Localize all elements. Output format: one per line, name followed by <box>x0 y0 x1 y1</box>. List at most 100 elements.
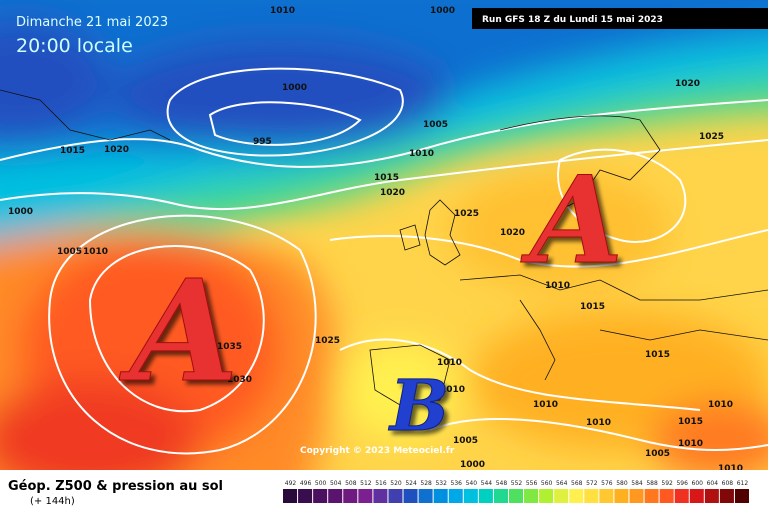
isobar-label: 1000 <box>460 460 485 470</box>
isobar-label: 1035 <box>217 342 242 352</box>
scale-label: 572 <box>586 480 598 487</box>
scale-swatch <box>403 489 418 503</box>
run-box <box>472 8 768 29</box>
scale-swatch <box>719 489 734 503</box>
scale-swatch <box>689 489 704 503</box>
scale-label: 564 <box>556 480 568 487</box>
scale-swatch <box>599 489 614 503</box>
isobar-label: 1025 <box>315 336 340 346</box>
isobar-label: 1010 <box>437 358 462 368</box>
scale-label: 600 <box>692 480 704 487</box>
scale-label: 536 <box>451 480 463 487</box>
scale-swatch <box>313 489 328 503</box>
footer-lead: (+ 144h) <box>30 496 75 507</box>
scale-swatch <box>659 489 674 503</box>
scale-swatch <box>629 489 644 503</box>
isobar-label: 1010 <box>533 400 558 410</box>
scale-swatch <box>298 489 313 503</box>
scale-label: 524 <box>405 480 417 487</box>
high-center: A <box>520 150 623 291</box>
scale-swatch <box>674 489 689 503</box>
scale-label: 504 <box>330 480 342 487</box>
scale-label: 540 <box>466 480 478 487</box>
isobar-label: 1010 <box>440 385 465 395</box>
scale-label: 576 <box>601 480 613 487</box>
run-label: Run GFS 18 Z du Lundi 15 mai 2023 <box>482 15 663 25</box>
scale-label: 552 <box>511 480 523 487</box>
scale-swatch <box>388 489 403 503</box>
scale-swatch <box>508 489 524 503</box>
scale-swatch <box>343 489 358 503</box>
scale-label: 508 <box>345 480 357 487</box>
scale-swatch <box>328 489 343 503</box>
scale-label: 492 <box>285 480 297 487</box>
isobar-label: 1000 <box>430 6 455 16</box>
isobar-label: 1010 <box>83 247 108 257</box>
scale-label: 544 <box>481 480 493 487</box>
isobar-label: 1010 <box>270 6 295 16</box>
isobars <box>0 67 768 455</box>
isobar-label: 1005 <box>645 449 670 459</box>
isobar-label: 1020 <box>380 188 405 198</box>
scale-label: 596 <box>676 480 688 487</box>
scale-swatch <box>554 489 569 503</box>
isobar-label: 1010 <box>678 439 703 449</box>
scale-label: 604 <box>707 480 719 487</box>
isobar-label: 1020 <box>500 228 525 238</box>
scale-swatch <box>584 489 599 503</box>
scale-swatch <box>478 489 493 503</box>
scale-swatch <box>373 489 388 503</box>
scale-swatch <box>493 489 508 503</box>
scale-label: 556 <box>526 480 538 487</box>
scale-swatch <box>539 489 554 503</box>
isobar-label: 1025 <box>454 209 479 219</box>
scale-swatch <box>448 489 463 503</box>
high-center: A <box>119 250 239 414</box>
scale-swatch <box>569 489 584 503</box>
isobar-label: 1030 <box>227 375 252 385</box>
isobar-label: 1005 <box>57 247 82 257</box>
isobar-label: 1010 <box>718 464 743 474</box>
scale-label: 548 <box>496 480 508 487</box>
isobar-label: 1015 <box>60 146 85 156</box>
isobar-label: 1015 <box>580 302 605 312</box>
isobar-label: 1015 <box>374 173 399 183</box>
scale-swatch <box>358 489 373 503</box>
scale-swatch <box>704 489 719 503</box>
isobar-label: 995 <box>253 137 272 147</box>
scale-label: 584 <box>631 480 643 487</box>
isobar-label: 1020 <box>675 79 700 89</box>
isobar-label: 1015 <box>645 350 670 360</box>
isobar-label: 1005 <box>423 120 448 130</box>
date-label: Dimanche 21 mai 2023 <box>16 15 168 30</box>
isobar-label: 1010 <box>586 418 611 428</box>
coastlines <box>0 89 768 406</box>
color-scale: 492 496 500 504 508 512 516 520 524 528 532 536 540 5… <box>283 480 749 503</box>
scale-swatch <box>433 489 448 503</box>
isobar-labels: 1010 1000 1000 995 1005 1015 1020 1010 1015 1020 1… <box>8 6 743 474</box>
isobar-label: 1010 <box>545 281 570 291</box>
scale-label: 588 <box>646 480 658 487</box>
scale-label: 532 <box>435 480 447 487</box>
scale-label: 496 <box>300 480 312 487</box>
scale-label: 580 <box>616 480 628 487</box>
isobar-label: 1010 <box>409 149 434 159</box>
isobar-label: 1000 <box>282 83 307 93</box>
scale-swatch <box>734 489 749 503</box>
time-label: 20:00 locale <box>16 35 133 57</box>
scale-label: 500 <box>315 480 327 487</box>
scale-label: 612 <box>737 480 749 487</box>
scale-label: 512 <box>360 480 372 487</box>
scale-swatch <box>418 489 433 503</box>
scale-swatch <box>524 489 539 503</box>
isobar-label: 1025 <box>699 132 724 142</box>
isobar-label: 1000 <box>8 207 33 217</box>
isobar-label: 1015 <box>678 417 703 427</box>
isobar-label: 1020 <box>104 145 129 155</box>
low-center: B <box>388 364 449 447</box>
scale-swatch <box>283 489 298 503</box>
scale-swatch <box>644 489 659 503</box>
scale-label: 592 <box>661 480 673 487</box>
